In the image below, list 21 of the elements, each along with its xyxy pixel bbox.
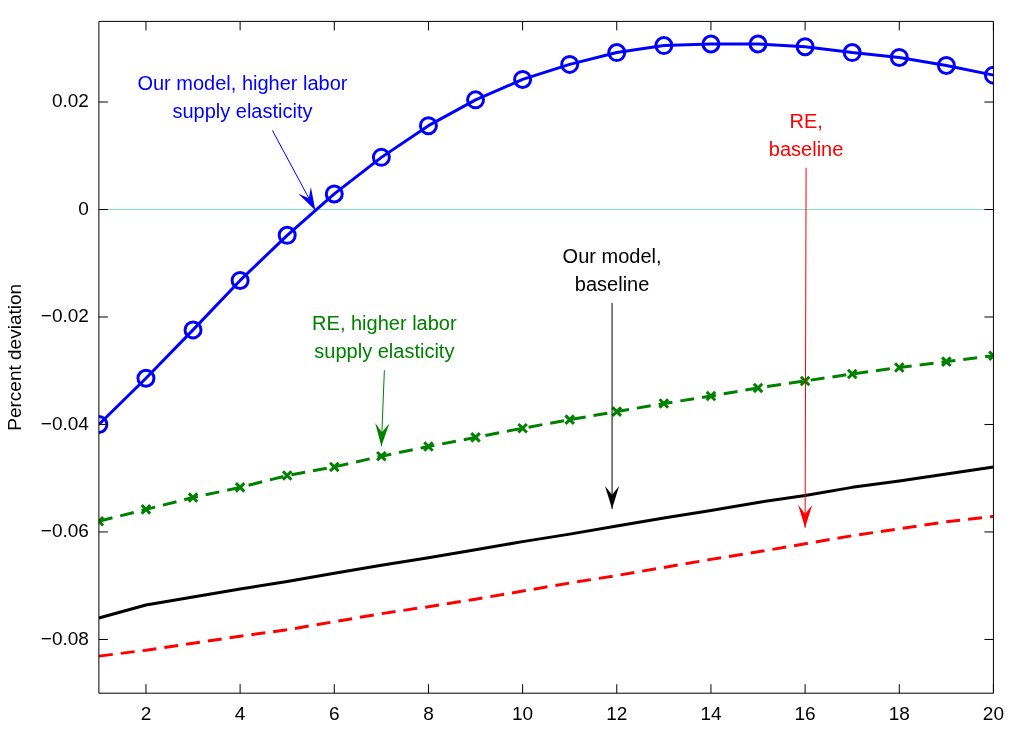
x-tick-label: 20 (982, 702, 1004, 724)
y-tick-label: −0.06 (40, 520, 89, 542)
y-tick-label: 0 (78, 197, 89, 219)
text: RE, higher labor supply elasticity (312, 312, 457, 363)
x-tick-label: 14 (700, 702, 722, 724)
y-tick-label: −0.02 (40, 305, 89, 327)
y-axis-title: Percent deviation (3, 283, 25, 431)
y-tick-label: −0.08 (40, 627, 89, 649)
x-tick-label: 2 (140, 702, 152, 724)
x-tick-label: 16 (794, 702, 816, 724)
y-tick-label: 0.02 (51, 90, 89, 112)
text: Our model, higher labor supply elasticity (137, 72, 348, 123)
x-tick-label: 18 (888, 702, 910, 724)
x-tick-label: 6 (329, 702, 340, 724)
y-tick-label: −0.04 (40, 412, 90, 434)
x-tick-label: 12 (606, 702, 628, 724)
x-tick-label: 10 (512, 702, 534, 724)
text: Our model, baseline (562, 244, 662, 295)
text: RE, baseline (768, 109, 844, 160)
x-tick-label: 4 (234, 702, 246, 724)
x-tick-label: 8 (423, 702, 434, 724)
